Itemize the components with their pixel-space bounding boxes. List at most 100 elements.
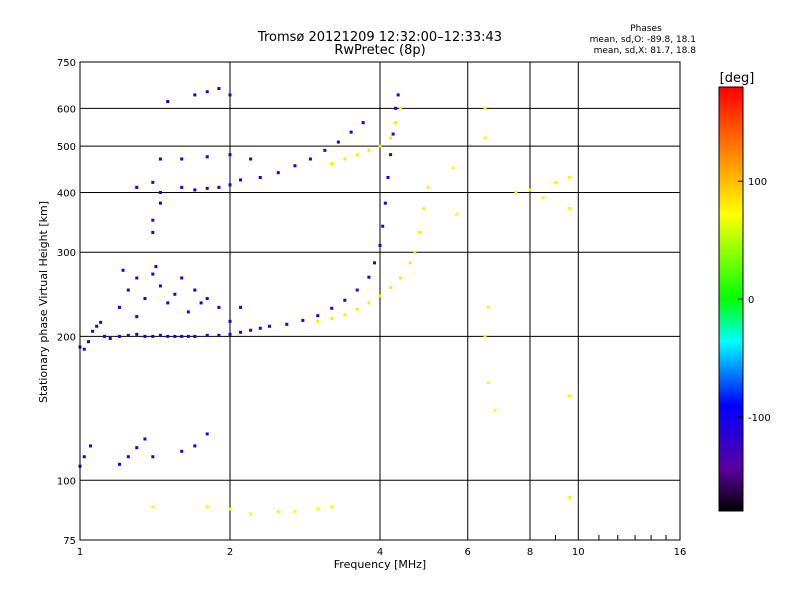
y-tick-label: 300 (57, 248, 76, 259)
data-point (186, 334, 190, 338)
data-point (193, 93, 197, 97)
data-point (166, 301, 170, 305)
data-point (355, 288, 359, 292)
data-point (143, 437, 147, 441)
stats-o-mode: mean, sd,O: -89.8, 18.1 (590, 35, 696, 45)
data-point (126, 455, 130, 459)
data-point (276, 510, 280, 514)
data-point (486, 305, 490, 309)
data-point (455, 212, 459, 216)
data-point (121, 268, 125, 272)
data-point (399, 276, 403, 280)
data-point (205, 432, 209, 436)
data-point (180, 334, 184, 338)
data-point (373, 261, 377, 265)
data-point (193, 288, 197, 292)
data-point (86, 340, 90, 344)
x-tick-label: 2 (227, 547, 233, 558)
data-point (193, 188, 197, 192)
colorbar-tick-label: -100 (748, 413, 771, 424)
data-point (135, 185, 139, 189)
data-point (180, 276, 184, 280)
data-point (293, 510, 297, 514)
y-tick-label: 750 (57, 58, 76, 69)
series-points (78, 432, 209, 468)
data-point (567, 207, 571, 211)
data-point (166, 100, 170, 104)
data-point (205, 90, 209, 94)
data-point (308, 157, 312, 161)
data-point (367, 275, 371, 279)
data-point (408, 261, 412, 265)
data-point (151, 505, 155, 509)
data-point (151, 218, 155, 222)
data-point (389, 286, 393, 290)
data-point (343, 298, 347, 302)
data-point (336, 140, 340, 144)
y-axis-label: Stationary phase Virtual Height [km] (37, 201, 50, 403)
data-point (228, 153, 232, 157)
y-tick-label: 75 (63, 536, 76, 547)
data-point (323, 148, 327, 152)
data-point (228, 319, 232, 323)
data-point (135, 332, 139, 336)
data-point (173, 292, 177, 296)
data-point (205, 297, 209, 301)
data-point (193, 334, 197, 338)
series-points (117, 265, 243, 323)
series-points (151, 106, 571, 516)
data-point (217, 87, 221, 91)
data-point (389, 136, 393, 140)
data-point (301, 318, 305, 322)
data-point (330, 161, 334, 165)
data-point (228, 507, 232, 511)
data-point (417, 230, 421, 234)
stats-x-mode: mean, sd,X: 81.7, 18.8 (594, 46, 697, 56)
data-point (95, 324, 99, 328)
data-point (217, 333, 221, 337)
data-point (151, 455, 155, 459)
data-point (126, 288, 130, 292)
data-point (180, 157, 184, 161)
y-tick-label: 600 (57, 104, 76, 115)
data-point (117, 462, 121, 466)
data-point (483, 334, 487, 338)
data-point (396, 93, 400, 97)
data-point (180, 185, 184, 189)
data-point (135, 315, 139, 319)
data-point (394, 106, 398, 110)
data-point (186, 310, 190, 314)
data-point (239, 305, 243, 309)
data-point (386, 175, 390, 179)
data-point (316, 319, 320, 323)
data-point (228, 332, 232, 336)
y-axis-ticks: 75 100 200 300 400 500 600 750 (57, 58, 76, 547)
data-point (91, 329, 95, 333)
data-point (276, 171, 280, 175)
data-point (553, 180, 557, 184)
data-point (293, 164, 297, 168)
data-point (180, 449, 184, 453)
colorbar-tick-label: 100 (748, 177, 767, 188)
data-point (158, 284, 162, 288)
data-point (117, 334, 121, 338)
data-point (217, 185, 221, 189)
data-point (493, 408, 497, 412)
data-point (483, 136, 487, 140)
chart-title: Tromsø 20121209 12:32:00–12:33:43 (257, 30, 502, 45)
data-point (316, 314, 320, 318)
y-tick-label: 200 (57, 332, 76, 343)
data-point (173, 334, 177, 338)
data-point (378, 243, 382, 247)
data-point (158, 333, 162, 337)
data-point (89, 444, 93, 448)
y-tick-label: 500 (57, 142, 76, 153)
data-point (367, 148, 371, 152)
data-point (199, 301, 203, 305)
data-point (567, 175, 571, 179)
data-point (361, 121, 365, 125)
data-point (103, 334, 107, 338)
data-point (228, 183, 232, 187)
data-point (528, 188, 532, 192)
